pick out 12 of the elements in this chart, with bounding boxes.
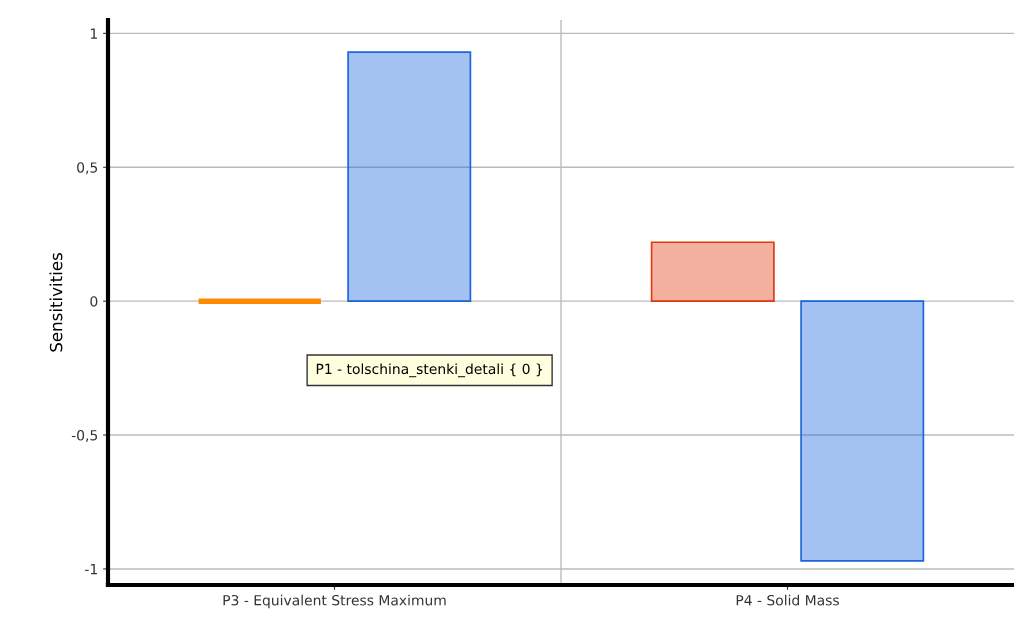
y-tick-label: 0,5 bbox=[77, 162, 98, 175]
bar bbox=[650, 241, 775, 302]
y-tick-label: -0,5 bbox=[71, 430, 98, 442]
y-tick-label: 0 bbox=[90, 296, 98, 307]
x-tick-label: P3 - Equivalent Stress Maximum bbox=[223, 594, 446, 609]
bar bbox=[347, 51, 472, 302]
annotation: P1 - tolschina_stenki_detali { 0 } bbox=[316, 363, 543, 378]
bar bbox=[800, 300, 925, 562]
y-tick-label: 1 bbox=[90, 28, 97, 39]
y-axis-title: Sensitivities bbox=[49, 253, 63, 352]
x-tick-label: P4 - Solid Mass bbox=[736, 594, 839, 606]
y-tick-label: -1 bbox=[85, 564, 97, 575]
